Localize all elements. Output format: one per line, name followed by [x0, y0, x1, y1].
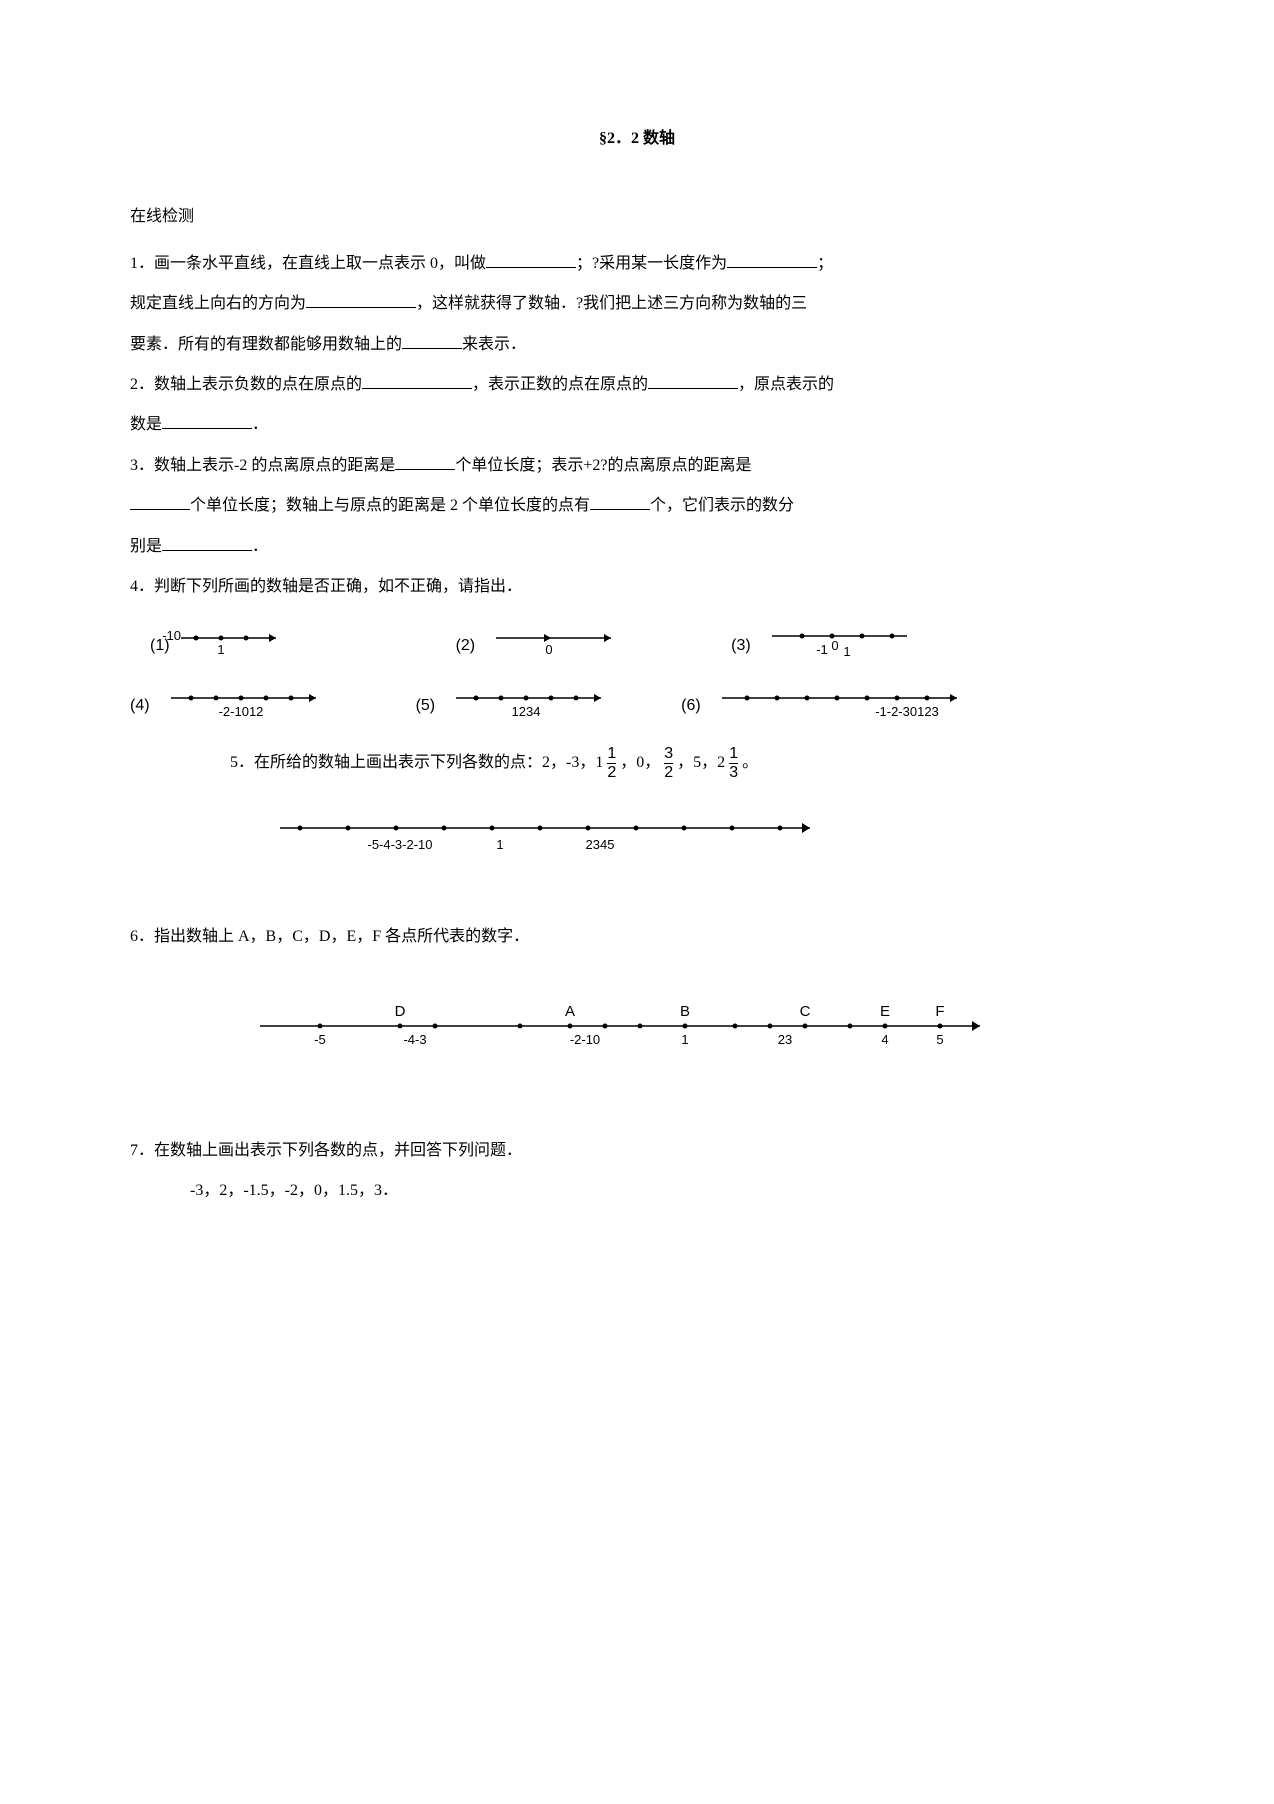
blank	[727, 252, 817, 268]
svg-text:-1: -1	[816, 642, 828, 657]
svg-text:-10: -10	[162, 628, 181, 643]
q2-t4: 数是	[130, 416, 162, 433]
svg-text:A: A	[565, 1003, 575, 1020]
q1-t2: ；?采用某一长度作为	[576, 255, 727, 272]
svg-text:-5: -5	[314, 1032, 326, 1047]
q1-t5: ，这样就获得了数轴．?我们把上述三方向称为数轴的三	[416, 295, 807, 312]
blank	[162, 413, 252, 429]
diag-3-label: (3)	[731, 627, 751, 665]
blank	[402, 333, 462, 349]
page-title: §2．2 数轴	[130, 120, 1144, 158]
svg-text:C: C	[800, 1003, 811, 1020]
blank	[648, 373, 738, 389]
svg-text:F: F	[935, 1003, 944, 1020]
q3-t2: 个单位长度；表示+2?的点离原点的距离是	[455, 457, 751, 474]
axis-svg-5: 1234	[441, 686, 621, 726]
q1-t3: ；	[817, 255, 833, 272]
question-1c: 要素．所有的有理数都能够用数轴上的 来表示．	[130, 326, 1144, 364]
q1-t7: 来表示．	[462, 336, 526, 353]
q3-t1: 3．数轴上表示-2 的点离原点的距离是	[130, 457, 395, 474]
diagram-2: (2) 0	[456, 626, 642, 666]
diagram-1: (1) -10 1	[150, 626, 336, 666]
axis-svg-1: -10 1	[176, 626, 336, 666]
svg-text:0: 0	[831, 638, 838, 653]
svg-text:23: 23	[778, 1032, 792, 1047]
diagram-5: (5) 1234	[416, 686, 622, 726]
diagram-6: (6) -1-2-30123	[681, 686, 977, 726]
svg-text:-2-1012: -2-1012	[218, 704, 263, 719]
svg-text:-5-4-3-2-10: -5-4-3-2-10	[367, 837, 432, 852]
svg-text:-4-3: -4-3	[403, 1032, 426, 1047]
svg-text:-2-10: -2-10	[570, 1032, 600, 1047]
q3-t3: 个单位长度；数轴上与原点的距离是 2 个单位长度的点有	[190, 497, 590, 514]
question-5: 5．在所给的数轴上画出表示下列各数的点：2，-3，1 12 ，0， 32 ，5，…	[230, 744, 1144, 782]
blank	[130, 494, 190, 510]
question-4: 4．判断下列所画的数轴是否正确，如不正确，请指出．	[130, 568, 1144, 606]
q3-t6: ．	[252, 538, 268, 555]
blank	[362, 373, 472, 389]
axis-svg-4: -2-1012	[156, 686, 336, 726]
svg-text:1: 1	[217, 642, 224, 657]
section-label: 在线检测	[130, 198, 1144, 236]
axis-svg-6: -1-2-30123	[707, 686, 977, 726]
svg-text:B: B	[680, 1003, 690, 1020]
diag-2-label: (2)	[456, 627, 476, 665]
svg-text:4: 4	[881, 1032, 888, 1047]
svg-text:D: D	[395, 1003, 406, 1020]
q3-t4: 个，它们表示的数分	[650, 497, 794, 514]
blank	[486, 252, 576, 268]
q3-t5: 别是	[130, 538, 162, 555]
blank	[306, 292, 416, 308]
q2-t5: ．	[252, 416, 268, 433]
q1-t6: 要素．所有的有理数都能够用数轴上的	[130, 336, 402, 353]
svg-text:2345: 2345	[586, 837, 615, 852]
question-1b: 规定直线上向右的方向为 ，这样就获得了数轴．?我们把上述三方向称为数轴的三	[130, 285, 1144, 323]
diagram-row-2: (4) -2-1012 (5) 1234 (6) -1-2-30123	[130, 686, 1144, 726]
q2-t2: ，表示正数的点在原点的	[472, 376, 648, 393]
question-6: 6．指出数轴上 A，B，C，D，E，F 各点所代表的数字．	[130, 918, 1144, 956]
question-3b: 个单位长度；数轴上与原点的距离是 2 个单位长度的点有 个，它们表示的数分	[130, 487, 1144, 525]
fraction-1: 12	[607, 745, 616, 781]
svg-text:E: E	[880, 1003, 890, 1020]
fraction-3: 13	[729, 745, 738, 781]
blank	[590, 494, 650, 510]
q5-t4: 。	[742, 744, 758, 782]
question-7-list: -3，2，-1.5，-2，0，1.5，3．	[190, 1172, 1144, 1210]
question-2b: 数是 ．	[130, 406, 1144, 444]
axis-svg-q6: DABCEF-5-4-3-2-1012345	[240, 996, 1000, 1056]
q1-t4: 规定直线上向右的方向为	[130, 295, 306, 312]
blank	[395, 454, 455, 470]
svg-text:1: 1	[681, 1032, 688, 1047]
fraction-2: 32	[664, 745, 673, 781]
question-7: 7．在数轴上画出表示下列各数的点，并回答下列问题．	[130, 1132, 1144, 1170]
q5-t2: ，0，	[620, 744, 660, 782]
diag-6-label: (6)	[681, 687, 701, 725]
diagram-4: (4) -2-1012	[130, 686, 336, 726]
q5-axis: -5-4-3-2-10 1 2345	[270, 813, 1144, 878]
svg-text:-1-2-30123: -1-2-30123	[875, 704, 939, 719]
diagram-row-1: (1) -10 1 (2) 0 (3) -1 0 1	[130, 624, 1144, 668]
svg-text:0: 0	[546, 642, 553, 657]
axis-svg-2: 0	[481, 626, 641, 666]
question-3: 3．数轴上表示-2 的点离原点的距离是 个单位长度；表示+2?的点离原点的距离是	[130, 447, 1144, 485]
question-3c: 别是 ．	[130, 528, 1144, 566]
question-2: 2．数轴上表示负数的点在原点的 ，表示正数的点在原点的 ，原点表示的	[130, 366, 1144, 404]
q5-t1: 5．在所给的数轴上画出表示下列各数的点：2，-3，1	[230, 744, 603, 782]
blank	[162, 535, 252, 551]
svg-text:5: 5	[936, 1032, 943, 1047]
diagram-3: (3) -1 0 1	[731, 624, 927, 668]
q6-axis: DABCEF-5-4-3-2-1012345	[240, 996, 1144, 1071]
svg-text:1: 1	[843, 644, 850, 659]
svg-text:1234: 1234	[512, 704, 541, 719]
axis-svg-q5: -5-4-3-2-10 1 2345	[270, 813, 830, 863]
q5-t3: ，5，2	[677, 744, 725, 782]
diag-5-label: (5)	[416, 687, 436, 725]
q1-t1: 1．画一条水平直线，在直线上取一点表示 0，叫做	[130, 255, 486, 272]
axis-svg-3: -1 0 1	[757, 624, 927, 668]
question-1: 1．画一条水平直线，在直线上取一点表示 0，叫做 ；?采用某一长度作为 ；	[130, 245, 1144, 283]
q2-t3: ，原点表示的	[738, 376, 834, 393]
diag-4-label: (4)	[130, 687, 150, 725]
q2-t1: 2．数轴上表示负数的点在原点的	[130, 376, 362, 393]
svg-text:1: 1	[496, 837, 503, 852]
